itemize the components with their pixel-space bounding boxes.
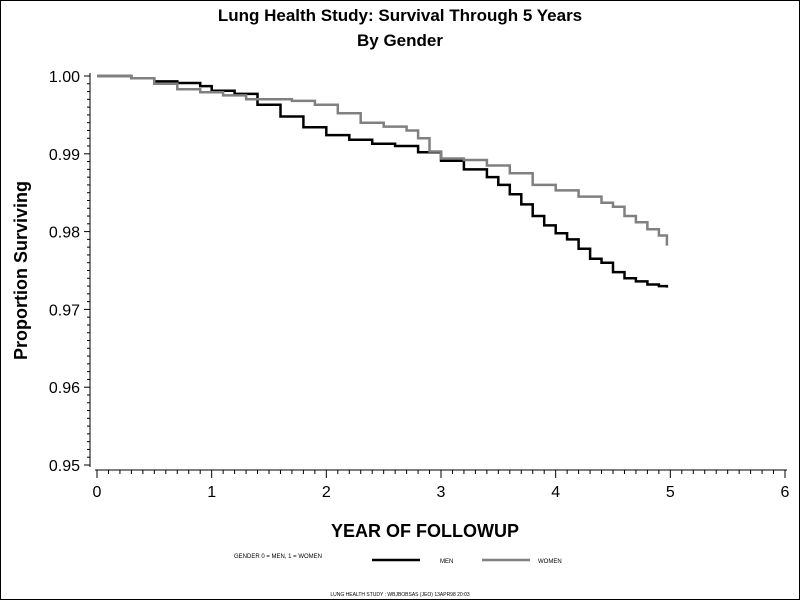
x-tick-label: 2: [322, 484, 331, 501]
x-tick-label: 1: [207, 484, 216, 501]
y-axis-title: Proportion Surviving: [11, 181, 31, 360]
legend-group: GENDER 0 = MEN, 1 = WOMEN MEN WOMEN: [234, 554, 562, 565]
y-tick-label: 0.98: [49, 225, 80, 242]
footnote: LUNG HEALTH STUDY : WBJBOBSAS (JEO) 13AP…: [330, 592, 470, 598]
x-tick-label: 0: [93, 484, 102, 501]
legend-label-women: WOMEN: [538, 559, 562, 565]
x-tick-label: 4: [551, 484, 560, 501]
x-tick-label: 5: [666, 484, 675, 501]
y-tick-label: 0.96: [49, 380, 80, 397]
axes-group: 0.95 0.96 0.97 0.98 0.99 1.00 0 1 2 3 4 5 6 YEAR OF F…: [11, 69, 790, 541]
series-group: [97, 74, 669, 288]
chart-subtitle: By Gender: [357, 31, 443, 50]
chart-title: Lung Health Study: Survival Through 5 Ye…: [217, 6, 583, 25]
legend-gender-label: GENDER 0 = MEN, 1 = WOMEN: [234, 554, 322, 560]
y-tick-label: 1.00: [49, 69, 80, 86]
x-tick-label: 6: [781, 484, 790, 501]
series-line-women: [97, 74, 669, 246]
x-tick-label: 3: [437, 484, 446, 501]
x-axis-title: YEAR OF FOLLOWUP: [331, 521, 519, 541]
legend-label-men: MEN: [440, 559, 453, 565]
y-tick-label: 0.97: [49, 302, 80, 319]
y-tick-label: 0.99: [49, 147, 80, 164]
series-line-men: [97, 74, 669, 288]
y-tick-label: 0.95: [49, 458, 80, 475]
